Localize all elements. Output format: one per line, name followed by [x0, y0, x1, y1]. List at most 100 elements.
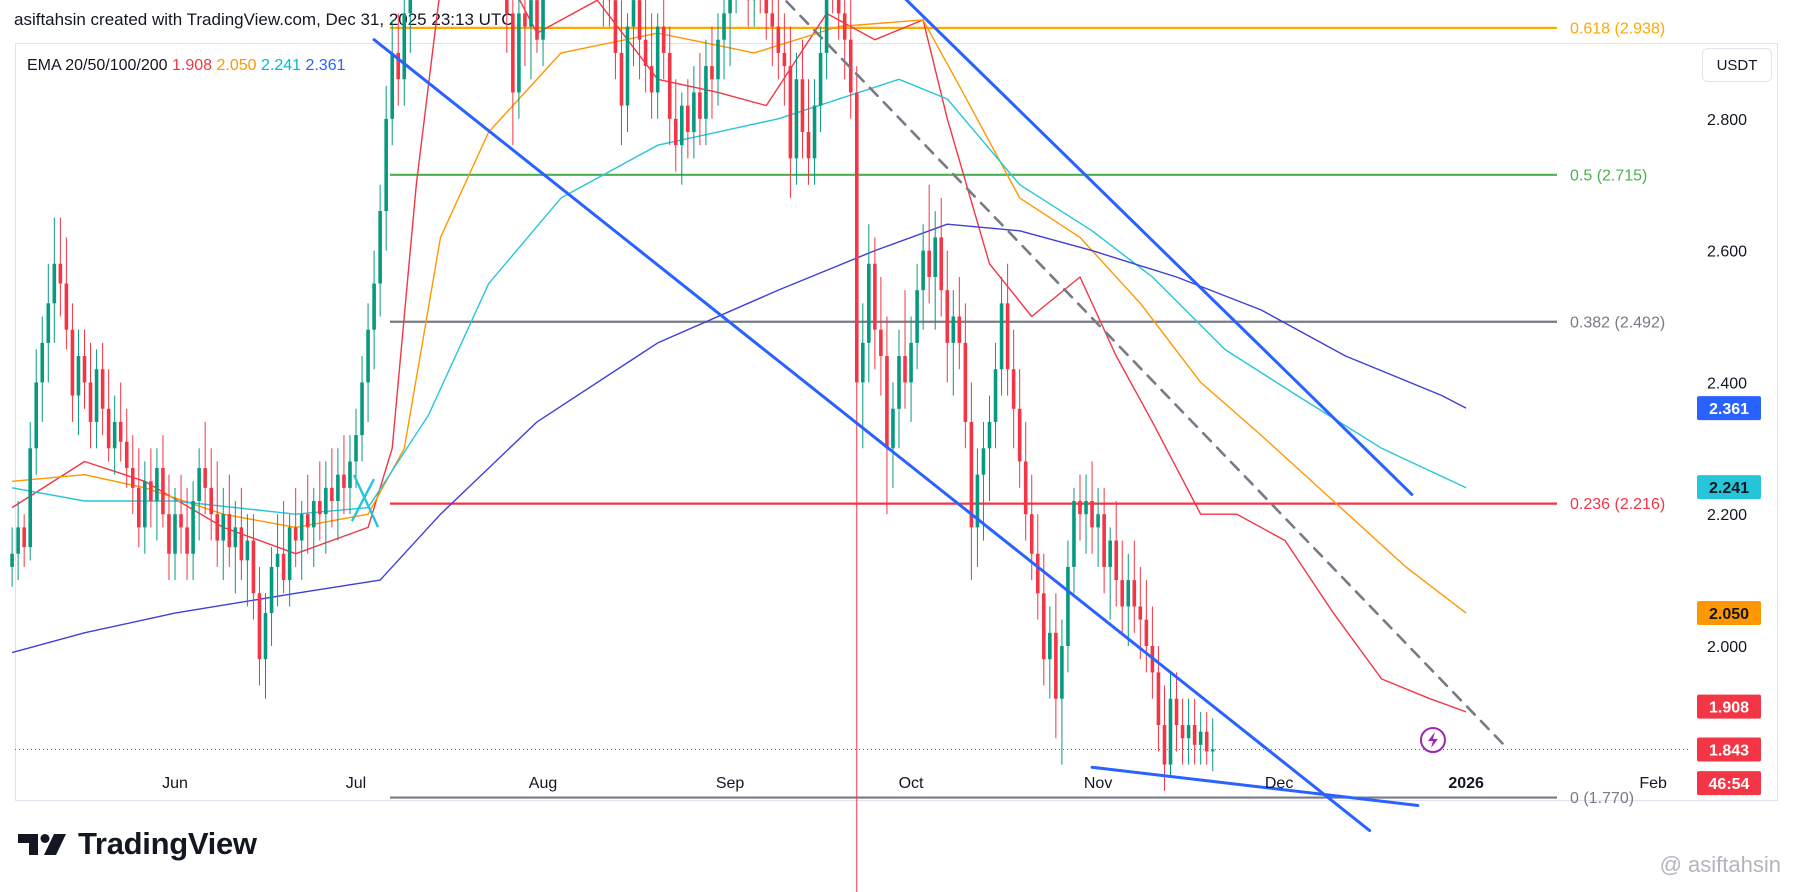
indicator-legend[interactable]: EMA 20/50/100/200 1.908 2.050 2.241 2.36…	[27, 57, 346, 74]
candle-body	[885, 356, 889, 449]
candle-body	[613, 0, 618, 53]
candle-body	[728, 0, 732, 14]
price-badge-bg	[1697, 737, 1761, 762]
price-badge-label: 2.241	[1709, 480, 1749, 497]
candle-body	[511, 13, 515, 93]
ema200-value: 2.361	[305, 57, 345, 74]
candle-body	[993, 369, 998, 422]
candle	[143, 461, 147, 554]
candle	[1174, 672, 1179, 752]
candle-body	[939, 237, 944, 291]
candle-body	[710, 66, 714, 80]
candle-body	[40, 342, 45, 383]
candle	[818, 26, 823, 132]
candle	[975, 448, 980, 567]
chart-attribution: asiftahsin created with TradingView.com,…	[14, 10, 514, 29]
candle-body	[251, 540, 256, 594]
indicator-name: EMA 20/50/100/200	[27, 57, 172, 74]
candle-body	[619, 52, 624, 106]
candle	[1192, 698, 1197, 765]
candle	[52, 217, 57, 343]
candle-body	[408, 0, 413, 14]
candle-body	[281, 553, 286, 581]
candle	[1005, 263, 1010, 396]
candle	[800, 39, 805, 159]
candle-body	[951, 316, 956, 343]
candle-body	[1011, 369, 1016, 409]
candle	[848, 0, 853, 119]
candle-body	[782, 52, 787, 67]
candle-body	[390, 52, 394, 119]
candle	[885, 316, 889, 515]
candle	[897, 329, 901, 449]
candle-body	[764, 0, 769, 14]
candle-body	[318, 501, 322, 515]
candle-body	[34, 382, 39, 449]
candle	[776, 0, 781, 80]
lightning-icon	[1427, 732, 1438, 748]
candle	[82, 329, 87, 409]
candle	[752, 0, 756, 27]
candle-body	[1192, 725, 1197, 745]
candle	[1126, 553, 1131, 646]
candle-body	[770, 13, 775, 27]
candle-body	[667, 52, 672, 119]
candle-body	[776, 26, 781, 53]
support-base-line[interactable]	[1090, 765, 1420, 807]
candle	[70, 303, 75, 422]
candle	[686, 79, 690, 159]
candle	[28, 421, 32, 561]
candle-body	[523, 13, 527, 27]
y-tick-label: 2.000	[1707, 639, 1747, 656]
candle-body	[1168, 698, 1173, 765]
tradingview-logo[interactable]: TradingView	[16, 826, 257, 862]
candle	[517, 0, 521, 119]
candle	[149, 448, 153, 528]
price-badge-bg	[1697, 694, 1761, 719]
candle-body	[1144, 619, 1149, 646]
candle	[631, 0, 636, 67]
candle-body	[800, 79, 805, 132]
candle-body	[348, 461, 352, 488]
price-badge-label: 2.361	[1709, 401, 1749, 418]
candle-body	[130, 468, 135, 488]
candle-body	[58, 263, 63, 284]
candle-body	[233, 527, 238, 548]
candle	[76, 329, 81, 436]
candle	[842, 0, 847, 80]
candle	[40, 316, 45, 422]
chart-frame[interactable]	[15, 43, 1778, 801]
midline-dashed-line[interactable]	[356, 0, 1510, 751]
candle	[1144, 580, 1149, 673]
candle	[903, 290, 907, 409]
candle-body	[10, 553, 14, 567]
x-tick-label: Sep	[716, 775, 745, 792]
candle	[1084, 474, 1088, 554]
candle	[1078, 474, 1082, 541]
candle-body	[191, 501, 195, 554]
candle	[336, 448, 340, 541]
candle-body	[1048, 632, 1052, 660]
candle-body	[915, 290, 919, 343]
candle-body	[806, 131, 811, 159]
candle-body	[541, 0, 545, 40]
channel-lower-line[interactable]	[372, 38, 1372, 833]
candle-body	[305, 514, 310, 528]
currency-button[interactable]: USDT	[1702, 48, 1772, 82]
candle-body	[215, 514, 220, 541]
candle	[1168, 672, 1173, 778]
candle-body	[22, 527, 26, 548]
candle-body	[372, 283, 376, 330]
candle-body	[227, 514, 232, 548]
breakout-marker	[352, 474, 380, 528]
ema50-line	[12, 19, 1467, 614]
candle	[957, 276, 962, 370]
candle-body	[848, 39, 853, 93]
candle	[836, 0, 841, 40]
candle	[293, 487, 298, 567]
candle	[390, 19, 394, 146]
channel-upper-line[interactable]	[428, 0, 1414, 496]
candle	[637, 0, 642, 80]
candle	[197, 448, 201, 541]
